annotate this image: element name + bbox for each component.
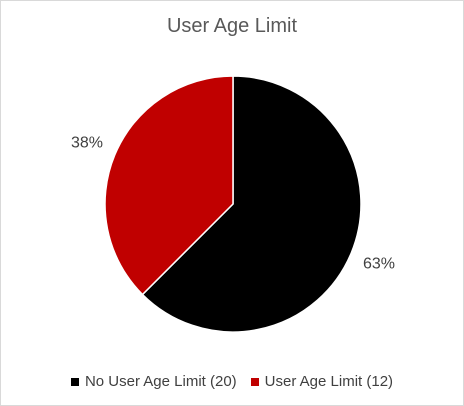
legend-label-user-age-limit: User Age Limit (12) — [264, 373, 394, 390]
slice-user-age-limit — [104, 75, 234, 296]
legend-swatch-user-age-limit — [250, 377, 259, 386]
legend-item-user-age-limit: User Age Limit (12) — [250, 373, 394, 390]
chart-title: User Age Limit — [166, 15, 298, 37]
legend-swatch-no-user-age-limit — [70, 377, 79, 386]
data-label-user-age-limit: 38% — [71, 135, 103, 152]
data-label-no-user-age-limit: 63% — [363, 256, 395, 273]
legend: No User Age Limit (20) User Age Limit (1… — [1, 373, 463, 390]
legend-item-no-user-age-limit: No User Age Limit (20) — [70, 373, 237, 390]
slice-no-user-age-limit — [141, 75, 362, 333]
legend-label-no-user-age-limit: No User Age Limit (20) — [84, 373, 237, 390]
